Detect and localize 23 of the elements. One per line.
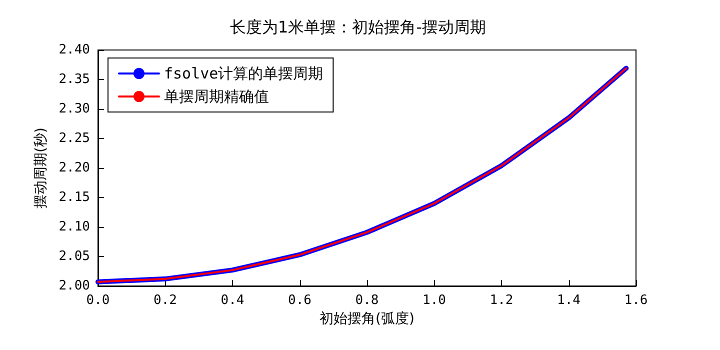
y-tick-label: 2.35 — [58, 72, 90, 87]
x-axis-title: 初始摆角(弧度) — [320, 310, 414, 327]
y-axis-title: 摆动周期(秒) — [32, 128, 49, 208]
y-tick-label: 2.00 — [58, 278, 90, 294]
x-tick-label: 0.2 — [154, 293, 177, 308]
y-tick-label: 2.25 — [58, 131, 90, 146]
x-tick-label: 0.8 — [355, 293, 379, 308]
y-tick-label: 2.40 — [58, 42, 90, 58]
y-tick-label: 2.10 — [58, 220, 90, 234]
legend-label: 单摆周期精确值 — [164, 88, 269, 106]
x-tick-label: 1.4 — [557, 293, 581, 308]
x-tick-label: 1.0 — [422, 293, 446, 308]
legend-label: fsolve计算的单摆周期 — [164, 64, 324, 82]
x-tick-label: 0.4 — [220, 293, 244, 308]
y-tick-label: 2.20 — [58, 160, 90, 176]
x-tick-label: 1.6 — [624, 293, 648, 308]
x-tick-label: 0.6 — [288, 293, 312, 308]
x-tick-label: 0.0 — [86, 293, 110, 308]
x-tick-label: 1.2 — [490, 293, 514, 308]
y-tick-label: 2.30 — [58, 102, 90, 116]
y-tick-label: 2.15 — [58, 190, 90, 205]
chart-title: 长度为1米单摆：初始摆角-摆动周期 — [230, 18, 486, 36]
y-tick-label: 2.05 — [58, 249, 90, 264]
